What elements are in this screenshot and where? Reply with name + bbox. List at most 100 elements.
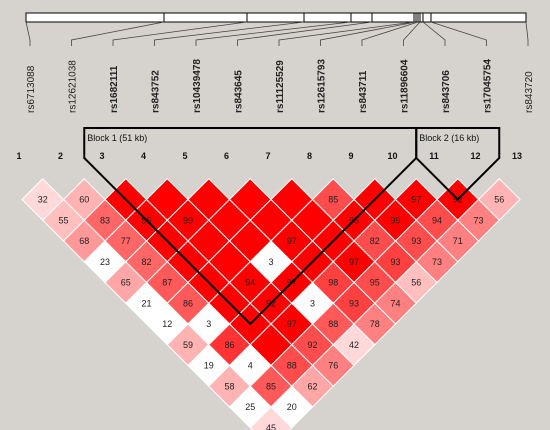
ld-cell-value: 74 (390, 298, 400, 308)
ld-cell-value: 20 (287, 402, 297, 412)
ld-cell-value: 3 (268, 257, 273, 267)
ld-cell-value: 56 (494, 195, 504, 205)
snp-name-label: rs1682111 (109, 65, 120, 113)
ld-cell-value: 62 (307, 381, 317, 391)
ld-cell-value: 97 (349, 257, 359, 267)
ld-cell-value: 99 (390, 215, 400, 225)
ld-cell-value: 85 (266, 381, 276, 391)
snp-connector-line (422, 21, 446, 46)
ld-cell-value: 82 (370, 236, 380, 246)
ld-cell-value: 83 (100, 215, 110, 225)
ld-cell-value: 76 (328, 361, 338, 371)
snp-connector-line (361, 21, 419, 46)
snp-connector-line (112, 21, 248, 46)
snp-connector-line (430, 21, 487, 46)
ld-cell-value: 94 (432, 215, 442, 225)
snp-name-label: rs843720 (524, 71, 535, 113)
ld-cell-value: 97 (411, 195, 421, 205)
snp-name-label: rs11896604 (400, 59, 411, 113)
ld-cell-value: 86 (183, 298, 193, 308)
snp-index-number: 9 (348, 151, 353, 161)
snp-name-label: rs11125529 (275, 60, 286, 113)
snp-connector-line (525, 21, 529, 46)
snp-name-label: rs843706 (441, 70, 452, 113)
ld-cell-value: 21 (141, 298, 151, 308)
snp-connector-line (25, 21, 31, 46)
ld-cell-value: 88 (328, 319, 338, 329)
ld-cell-value: 25 (245, 402, 255, 412)
ld-cell-value: 73 (432, 257, 442, 267)
ld-cell-value: 77 (121, 236, 131, 246)
ld-cell-value: 97 (287, 319, 297, 329)
ld-cell-value: 97 (287, 236, 297, 246)
ld-cell-value: 82 (141, 257, 151, 267)
snp-index-number: 5 (182, 151, 187, 161)
ld-cell-value: 98 (328, 278, 338, 288)
ld-cell-value: 92 (307, 340, 317, 350)
snp-name-labels: rs6713088 rs12621038 rs1682111 rs843752 rs10… (26, 59, 535, 113)
ld-cell-value: 3 (310, 298, 315, 308)
snp-connector-line (278, 21, 415, 46)
snp-name-label: rs12615793 (317, 59, 328, 113)
snp-index-number: 1 (16, 151, 21, 161)
snp-name-label: rs10439478 (192, 59, 203, 113)
chromosome-bar (25, 12, 527, 23)
ld-cell-value: 99 (183, 215, 193, 225)
ld-cell-value: 73 (473, 215, 483, 225)
haplotype-blocks: Block 1 (51 kb) Block 2 (16 kb) (83, 127, 501, 326)
ld-cell-value: 3 (206, 319, 211, 329)
snp-index-number: 3 (99, 151, 104, 161)
snp-index-number: 10 (387, 151, 397, 161)
ld-cell-value: 88 (287, 361, 297, 371)
ld-cell-value: 93 (349, 298, 359, 308)
snp-name-label: rs12621038 (68, 60, 79, 113)
ld-cell-value: 58 (224, 381, 234, 391)
snp-index-number: 8 (307, 151, 312, 161)
snp-name-label: rs843711 (358, 70, 369, 113)
snp-index-number: 6 (224, 151, 229, 161)
snp-name-label: rs843752 (151, 70, 162, 113)
ld-cell-value: 4 (248, 361, 253, 371)
ld-cell-value: 87 (162, 278, 172, 288)
ld-cell-value: 45 (266, 423, 276, 430)
ld-cell-value: 71 (453, 236, 463, 246)
ld-cell-value: 12 (162, 319, 172, 329)
ld-cell-value: 56 (411, 278, 421, 288)
ld-cell-value: 42 (349, 340, 359, 350)
haplotype-block-label: Block 1 (51 kb) (87, 133, 147, 143)
snp-name-label: rs6713088 (26, 65, 37, 113)
haplotype-block-outline (415, 127, 501, 201)
ld-cell-value: 60 (79, 195, 89, 205)
ld-cell-value: 78 (370, 319, 380, 329)
snp-name-label: rs843645 (234, 70, 245, 113)
snp-name-label: rs17045754 (483, 59, 494, 113)
snp-index-number: 12 (470, 151, 480, 161)
snp-index-number: 4 (141, 151, 146, 161)
ld-cell-value: 95 (370, 278, 380, 288)
ld-cell-value: 93 (390, 257, 400, 267)
snp-index-row: 1 2 3 4 5 6 7 8 9 10 11 12 13 (16, 151, 522, 161)
chromosome-bar-rect (25, 12, 527, 23)
snp-connector-line (403, 21, 421, 46)
ld-cell-value: 68 (79, 236, 89, 246)
snp-connector-line (71, 21, 165, 46)
snp-connector-line (237, 21, 373, 46)
snp-index-number: 11 (429, 151, 439, 161)
ld-cell-value: 93 (411, 236, 421, 246)
ld-cell-value: 59 (183, 340, 193, 350)
snp-connector-line (320, 21, 417, 46)
snp-index-number: 2 (58, 151, 63, 161)
ld-cell-value: 65 (121, 278, 131, 288)
haplotype-block-label: Block 2 (16 kb) (419, 133, 479, 143)
ld-cell-value: 32 (38, 195, 48, 205)
snp-position-connectors (25, 21, 529, 46)
ld-cell-value: 85 (328, 195, 338, 205)
ld-cell-value: 94 (245, 278, 255, 288)
snp-index-number: 7 (265, 151, 270, 161)
snp-connector-line (195, 21, 352, 46)
ld-cell-value: 86 (224, 340, 234, 350)
ld-cell-value: 23 (100, 257, 110, 267)
ld-cell (249, 406, 293, 430)
